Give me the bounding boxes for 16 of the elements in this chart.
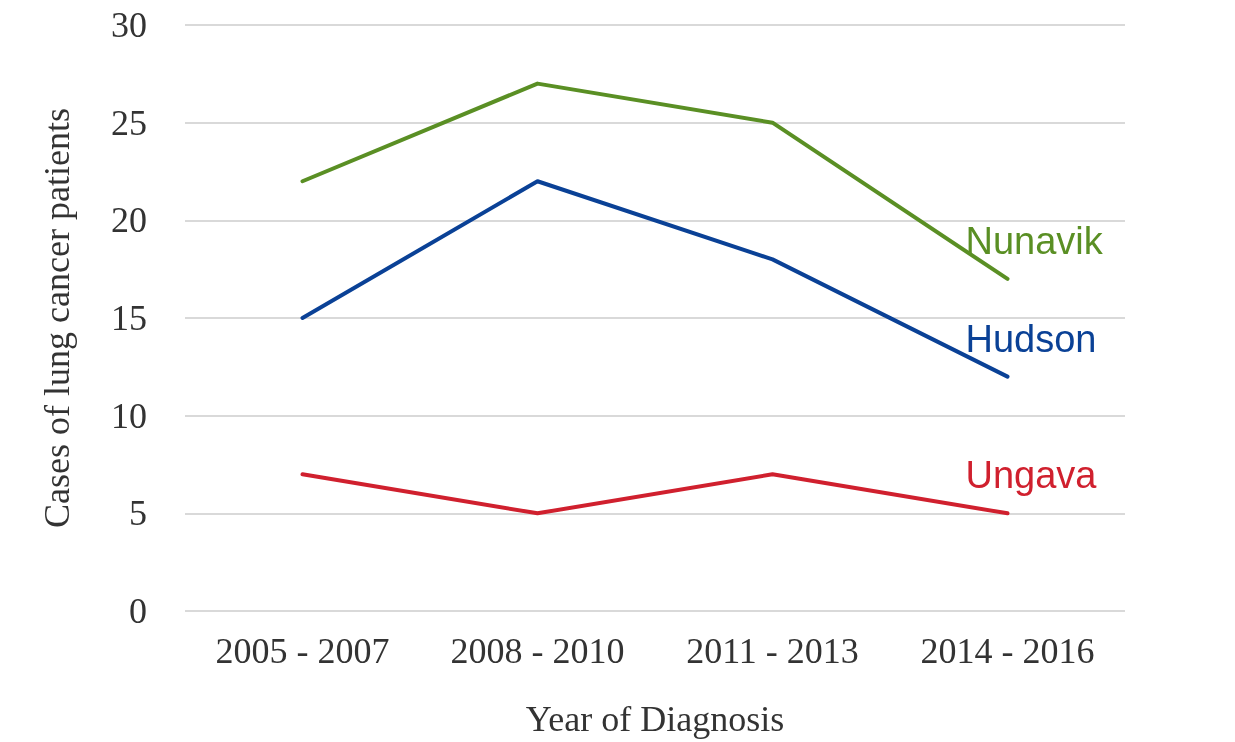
series-label: Hudson <box>965 317 1097 360</box>
y-tick-label: 20 <box>111 200 147 241</box>
series-label: Nunavik <box>965 219 1104 262</box>
y-tick-label: 15 <box>111 298 147 338</box>
y-tick-label: 25 <box>111 102 147 143</box>
y-tick-label: 0 <box>129 591 147 631</box>
x-tick-label: 2014 - 2016 <box>920 631 1095 671</box>
y-axis-title: Cases of lung cancer patients <box>37 108 77 528</box>
y-tick-label: 10 <box>111 395 147 436</box>
x-tick-label: 2011 - 2013 <box>686 631 859 671</box>
x-tick-label: 2008 - 2010 <box>450 631 625 671</box>
series-label: Ungava <box>965 454 1098 497</box>
y-tick-label: 30 <box>111 5 147 45</box>
y-tick-label: 5 <box>129 493 147 534</box>
x-axis-title: Year of Diagnosis <box>525 699 785 739</box>
x-tick-label: 2005 - 2007 <box>215 631 390 671</box>
